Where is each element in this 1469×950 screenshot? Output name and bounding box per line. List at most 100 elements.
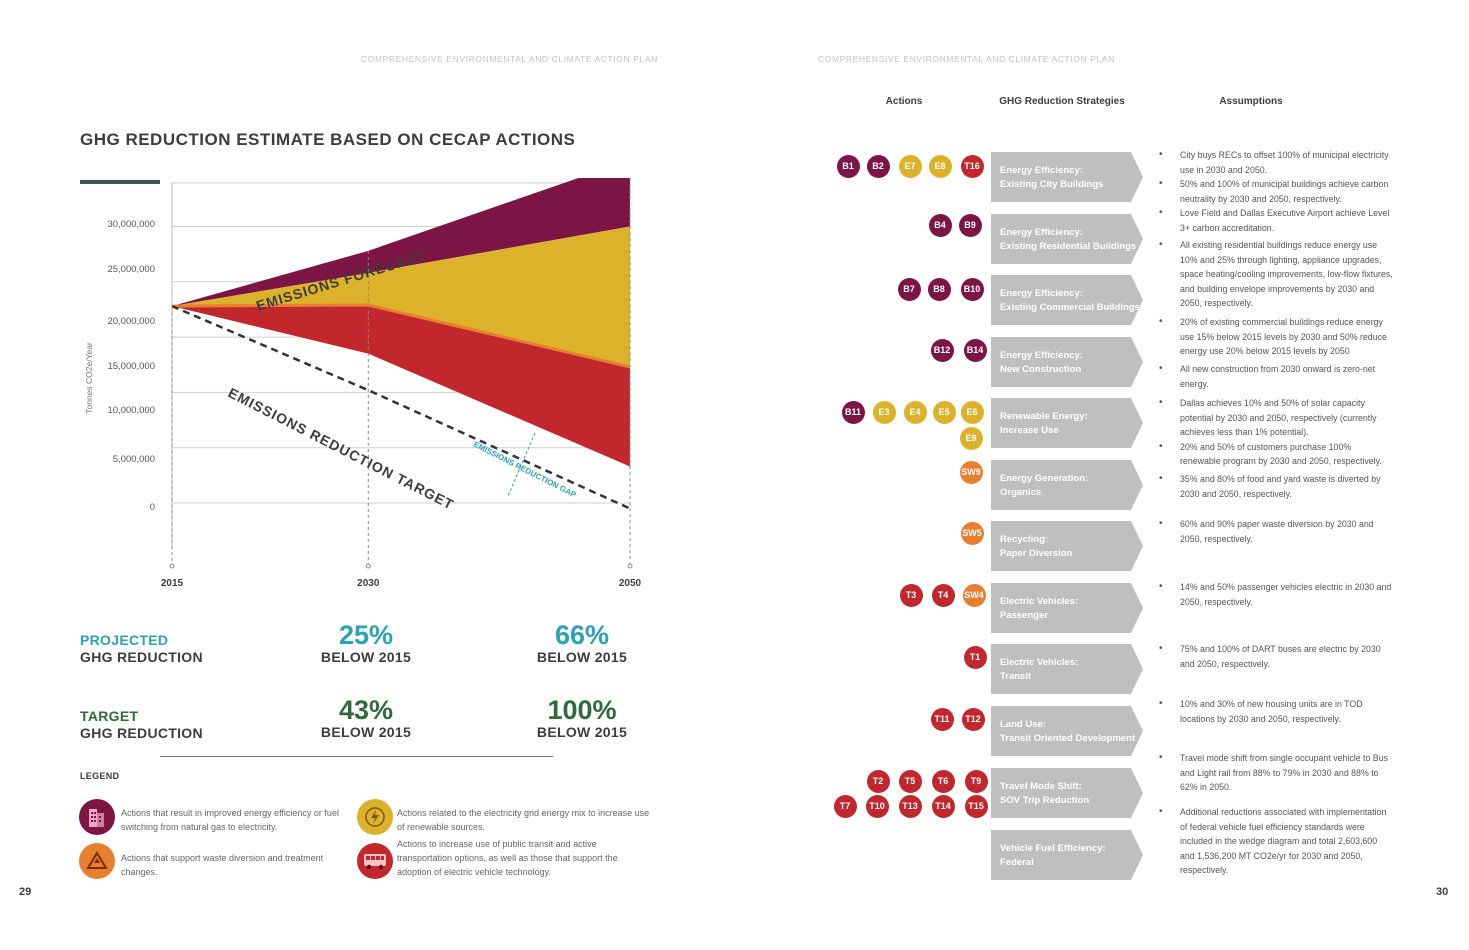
strategy-title: Energy Efficiency:: [1000, 288, 1083, 299]
action-badge: E8: [928, 154, 952, 178]
projected-2030-value: 25%: [338, 620, 394, 650]
assumption-item: 35% and 80% of food and yard waste is di…: [1159, 472, 1394, 501]
assumptions-group-5: Dallas achieves 10% and 50% of solar cap…: [1159, 396, 1394, 469]
chevron-shape: [991, 706, 1143, 756]
strategy-chevron: Land Use: Transit Oriented Development: [991, 706, 1143, 756]
column-head-strategies: GHG Reduction Strategies: [999, 96, 1125, 107]
action-badge: E6: [960, 400, 984, 424]
bus-icon: [357, 843, 393, 879]
action-badge: E7: [898, 154, 922, 178]
legend-text-renewable: Actions related to the electricity grid …: [397, 808, 650, 832]
assumptions-group-6: 35% and 80% of food and yard waste is di…: [1159, 472, 1394, 501]
strategy-title: Recycling:: [1000, 534, 1049, 545]
reduction-gap-arrow: [507, 432, 536, 497]
action-badge: B1: [836, 154, 860, 178]
area-transport-wedge: [172, 305, 630, 467]
column-head-assumptions: Assumptions: [1219, 96, 1283, 107]
title-underline: [80, 180, 160, 184]
strategy-subtitle: Increase Use: [1000, 425, 1059, 436]
strategy-chevron: Energy Efficiency: Existing Commercial Bu…: [991, 275, 1143, 325]
x-tick-label: 2050: [619, 578, 642, 589]
assumption-item: City buys RECs to offset 100% of municip…: [1159, 148, 1394, 177]
strategy-subtitle: Paper Diversion: [1000, 548, 1073, 559]
chevron-shape: [991, 583, 1143, 633]
assumption-item: 10% and 30% of new housing units are in …: [1159, 697, 1394, 726]
page-number-right: 30: [1436, 886, 1449, 898]
x-tick-label: 2015: [161, 578, 184, 589]
strategy-title: Renewable Energy:: [1000, 411, 1088, 422]
chevron-shape: [991, 830, 1143, 880]
strategy-title: Electric Vehicles:: [1000, 657, 1079, 668]
action-badge: T10: [865, 794, 889, 818]
strategy-label: Electric Vehicles: Passenger: [1000, 595, 1078, 623]
strategy-subtitle: Organics: [1000, 487, 1042, 498]
page-title: GHG REDUCTION ESTIMATE BASED ON CECAP AC…: [80, 130, 576, 149]
projected-2050-below: BELOW 2015: [536, 649, 628, 665]
assumption-item: Love Field and Dallas Executive Airport …: [1159, 206, 1394, 235]
chevron-shape: [991, 214, 1143, 264]
target-2050-below: BELOW 2015: [536, 724, 628, 740]
ghg-wedge-chart: 30,000,000 25,000,000 20,000,000 15,000,000…: [84, 178, 642, 589]
chevron-shape: [991, 337, 1143, 387]
action-badge: B7: [897, 277, 921, 301]
strategy-subtitle: Transit Oriented Development: [1000, 733, 1136, 744]
target-2030-below: BELOW 2015: [320, 724, 412, 740]
action-badge: T14: [931, 794, 955, 818]
chevron-shape: [991, 644, 1143, 694]
strategy-title: Energy Efficiency:: [1000, 227, 1083, 238]
assumption-item: 50% and 100% of municipal buildings achi…: [1159, 177, 1394, 206]
y-tick-label: 20,000,000: [107, 316, 155, 327]
year-marker-dot: [169, 563, 175, 569]
chevron-shape: [991, 521, 1143, 571]
strategy-label: Renewable Energy: Increase Use: [1000, 410, 1088, 438]
action-badge: T7: [833, 794, 857, 818]
assumption-item: 20% and 50% of customers purchase 100% r…: [1159, 440, 1394, 469]
legend-text-waste: Actions that support waste diversion and…: [121, 853, 324, 877]
strategy-subtitle: New Construction: [1000, 364, 1082, 375]
action-badge: T5: [898, 769, 922, 793]
action-badge: B4: [928, 213, 952, 237]
strategy-chevron: Vehicle Fuel Efficiency: Federal: [991, 830, 1143, 880]
action-badge: SW5: [960, 521, 984, 545]
strategy-title: Energy Efficiency:: [1000, 350, 1083, 361]
action-badge: B2: [866, 154, 890, 178]
strategy-subtitle: Transit: [1000, 671, 1032, 682]
chevron-shape: [991, 152, 1143, 202]
action-badge: E9: [959, 426, 983, 450]
strategy-title: Vehicle Fuel Efficiency:: [1000, 843, 1106, 854]
action-badge: SW4: [962, 583, 986, 607]
strategy-chevron: Renewable Energy: Increase Use: [991, 398, 1143, 448]
strategy-title: Energy Generation:: [1000, 473, 1089, 484]
strategy-subtitle: Existing Commercial Buildings: [1000, 302, 1140, 313]
chevron-shape: [991, 768, 1143, 818]
strategy-title: Electric Vehicles:: [1000, 596, 1079, 607]
action-badge: E5: [932, 400, 956, 424]
action-badge: E3: [872, 400, 896, 424]
target-2030-value: 43%: [338, 695, 394, 725]
y-tick-label: 30,000,000: [107, 219, 155, 230]
action-badge: B12: [930, 338, 954, 362]
year-marker-dot: [627, 563, 633, 569]
action-badge: B9: [958, 213, 982, 237]
assumption-item: Travel mode shift from single occupant v…: [1159, 751, 1394, 795]
strategy-label: Energy Efficiency: New Construction: [1000, 349, 1083, 377]
strategy-label: Energy Generation: Organics: [1000, 472, 1088, 500]
y-axis-title: Tonnes CO2e/Year: [84, 342, 94, 414]
strategy-title: Energy Efficiency:: [1000, 165, 1083, 176]
stats-divider: [160, 756, 553, 757]
assumption-item: 20% of existing commercial buildings red…: [1159, 315, 1394, 359]
action-badge: T2: [866, 769, 890, 793]
action-badge: T3: [899, 583, 923, 607]
projected-label: PROJECTED: [80, 632, 169, 648]
year-marker-dot: [365, 563, 371, 569]
strategy-title: Travel Mode Shift:: [1000, 781, 1082, 792]
strategy-subtitle: SOV Trip Reduction: [1000, 795, 1090, 806]
action-badge: T13: [898, 794, 922, 818]
strategy-label: Energy Efficiency: Existing City Building…: [1000, 164, 1103, 192]
assumptions-group-12: Additional reductions associated with im…: [1159, 805, 1394, 878]
strategy-chevron: Energy Generation: Organics: [991, 460, 1143, 510]
strategy-label: Land Use: Transit Oriented Development: [1000, 718, 1135, 746]
y-tick-label: 5,000,000: [113, 454, 155, 465]
assumptions-group-2: All existing residential buildings reduc…: [1159, 238, 1394, 311]
page-header-left: COMPREHENSIVE ENVIRONMENTAL AND CLIMATE …: [361, 54, 658, 64]
